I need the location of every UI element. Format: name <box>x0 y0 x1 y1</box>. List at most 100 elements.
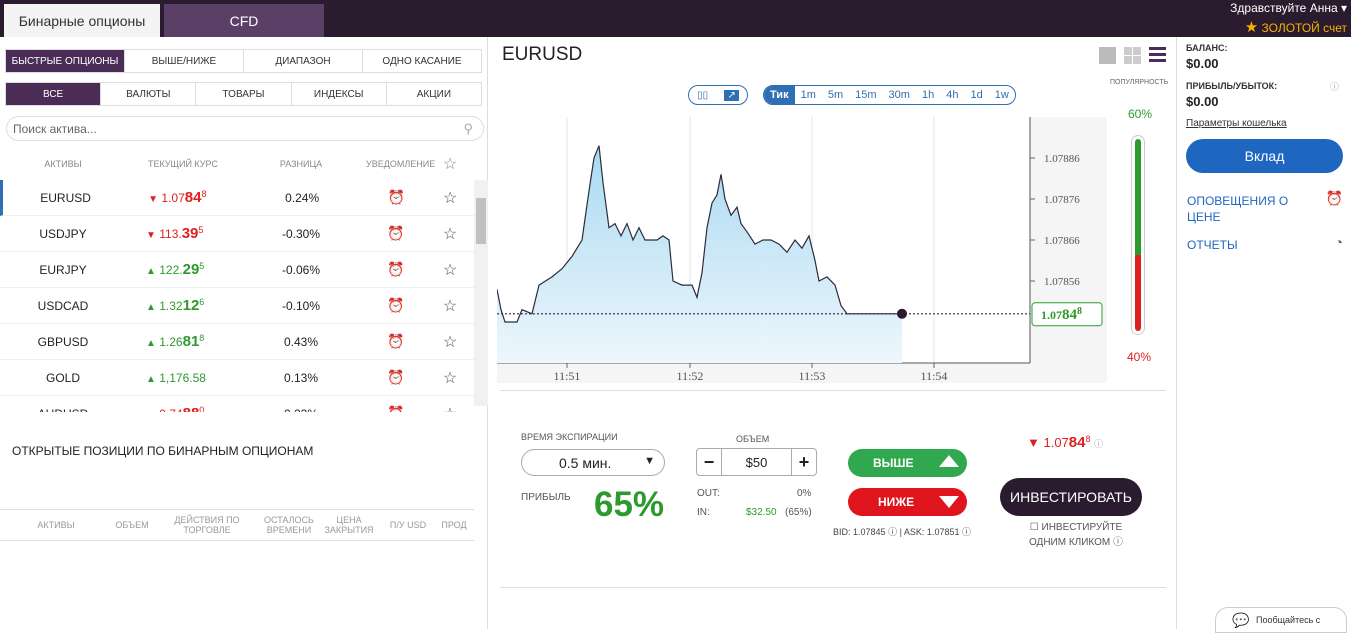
alarm-icon[interactable]: ⏰ <box>387 333 405 349</box>
rate-big: 12 <box>182 297 200 314</box>
balance-value: $0.00 <box>1186 56 1219 71</box>
info-icon[interactable]: ⓘ <box>1113 537 1124 548</box>
alarm-icon[interactable]: ⏰ <box>1325 190 1343 206</box>
filter-indices[interactable]: ИНДЕКСЫ <box>292 83 387 105</box>
in-percent: (65%) <box>785 507 812 518</box>
filter-stocks[interactable]: АКЦИИ <box>416 88 452 100</box>
rate-pre: 0.74 <box>159 407 182 412</box>
candlestick-icon[interactable]: ▯▯ <box>697 89 709 101</box>
checkbox[interactable]: ☐ <box>1029 522 1039 533</box>
x-tick-label: 11:54 <box>921 369 948 383</box>
asset-rate: ▲ 1.26818 <box>126 333 236 350</box>
star-icon[interactable]: ☆ <box>442 261 458 279</box>
account-type: ЗОЛОТОЙ счет <box>1261 21 1348 35</box>
alarm-icon[interactable]: ⏰ <box>387 225 405 241</box>
price-chart[interactable]: 11:51 11:52 11:53 11:54 1.07886 1.07876 1.0786… <box>496 117 1107 383</box>
tab-binary-options[interactable]: Бинарные опционы <box>4 4 160 37</box>
chevron-down-icon[interactable]: ▾ <box>1340 1 1347 15</box>
info-icon[interactable]: ⓘ <box>1329 82 1339 92</box>
user-menu[interactable]: Здравствуйте Анна ▾ ★ ЗОЛОТОЙ счет <box>1230 0 1347 36</box>
axis-area <box>1030 117 1107 383</box>
star-icon[interactable]: ☆ <box>443 189 458 207</box>
lower-button[interactable]: НИЖЕ <box>848 488 967 516</box>
search-icon[interactable]: ⚲ <box>463 121 473 136</box>
search-input[interactable]: Поиск актива... ⚲ <box>6 116 484 141</box>
timeframe-1h[interactable]: 1h <box>921 89 935 101</box>
asset-row[interactable]: AUDUSD ▼ 0.74880 0.23% ⏰ ☆ <box>0 396 474 412</box>
volume-input[interactable]: $50 <box>721 449 792 475</box>
asset-name: GOLD <box>45 370 80 385</box>
timeframe-4h[interactable]: 4h <box>946 89 959 101</box>
asset-row[interactable]: GOLD ▲ 1,176.58 0.13% ⏰ ☆ <box>0 360 474 396</box>
timeframe-1m[interactable]: 1m <box>800 89 816 101</box>
timeframe-tick[interactable]: Тик <box>764 86 795 104</box>
pie-chart-icon[interactable]: ◔ <box>1334 234 1343 250</box>
star-icon[interactable]: ☆ <box>442 297 458 315</box>
filter-all[interactable]: ВСЕ <box>6 83 102 105</box>
search-placeholder: Поиск актива... <box>13 121 97 136</box>
x-tick-label: 11:53 <box>799 369 826 383</box>
rate-big: 84 <box>1068 434 1086 451</box>
timeframe-15m[interactable]: 15m <box>855 89 877 101</box>
alarm-icon[interactable]: ⏰ <box>387 297 405 313</box>
timeframe-30m[interactable]: 30m <box>888 89 910 101</box>
one-click-option[interactable]: ☐ ИНВЕСТИРУЙТЕ ОДНИМ КЛИКОМ ⓘ <box>1011 522 1141 548</box>
rate-sup: 8 <box>201 189 207 199</box>
greeting[interactable]: Здравствуйте Анна <box>1230 1 1338 15</box>
pnl-value: $0.00 <box>1186 94 1219 109</box>
list-view-icon[interactable] <box>1149 47 1166 64</box>
asset-row[interactable]: EURJPY ▲ 122.295 -0.06% ⏰ ☆ <box>0 252 474 288</box>
one-click-label: ИНВЕСТИРУЙТЕ ОДНИМ КЛИКОМ <box>1028 522 1123 548</box>
price-alerts-link[interactable]: ОПОВЕЩЕНИЯ О ЦЕНЕ <box>1187 194 1289 224</box>
star-icon[interactable]: ☆ <box>442 333 458 351</box>
asset-row[interactable]: USDJPY ▼ 113.395 -0.30% ⏰ ☆ <box>0 216 474 252</box>
rate-pre: 1.26 <box>159 335 183 349</box>
tab-range[interactable]: ДИАПАЗОН <box>244 50 363 72</box>
star-icon[interactable]: ☆ <box>426 404 474 413</box>
volume-plus-button[interactable]: + <box>798 451 810 472</box>
tab-cfd[interactable]: CFD <box>164 4 324 37</box>
single-view-icon[interactable] <box>1099 47 1116 64</box>
chat-button[interactable]: 💬 Пообщайтесь с <box>1215 607 1347 633</box>
asset-rate: ▲ 1,176.58 <box>126 369 236 386</box>
volume-minus-button[interactable]: − <box>703 451 715 472</box>
alarm-icon[interactable]: ⏰ <box>387 261 405 277</box>
assets-list: EURUSD ▼ 1.07848 0.24% ⏰ ☆ USDJPY ▼ 113.3… <box>0 180 474 412</box>
info-icon[interactable]: ⓘ <box>961 527 971 537</box>
line-chart-icon[interactable]: ↗ <box>724 89 739 101</box>
higher-button[interactable]: ВЫШЕ <box>848 449 967 477</box>
popularity-gauge <box>1131 135 1145 335</box>
invest-button[interactable]: ИНВЕСТИРОВАТЬ <box>1000 478 1142 516</box>
chat-label: Пообщайтесь с <box>1256 615 1321 625</box>
star-icon[interactable]: ☆ <box>442 225 458 243</box>
grid-view-icon[interactable] <box>1124 47 1141 64</box>
y-tick-label: 1.07876 <box>1044 194 1080 206</box>
filter-commodities[interactable]: ТОВАРЫ <box>196 83 292 105</box>
tab-high-low[interactable]: ВЫШЕ/НИЖЕ <box>125 50 244 72</box>
wallet-settings-link[interactable]: Параметры кошелька <box>1186 118 1287 129</box>
tab-fast-options[interactable]: БЫСТРЫЕ ОПЦИОНЫ <box>6 50 125 72</box>
reports-link[interactable]: ОТЧЕТЫ <box>1187 238 1238 252</box>
asset-row[interactable]: EURUSD ▼ 1.07848 0.24% ⏰ ☆ <box>0 180 474 216</box>
chat-icon: 💬 <box>1232 612 1250 628</box>
deposit-button[interactable]: Вклад <box>1186 139 1343 173</box>
asset-row[interactable]: GBPUSD ▲ 1.26818 0.43% ⏰ ☆ <box>0 324 474 360</box>
timeframe-1w[interactable]: 1w <box>994 89 1009 101</box>
info-icon[interactable]: ⓘ <box>888 527 898 537</box>
filter-currencies[interactable]: ВАЛЮТЫ <box>101 83 197 105</box>
chart-type-toggle: ▯▯ ↗ <box>688 85 748 105</box>
timeframe-5m[interactable]: 5m <box>827 89 844 101</box>
rate-big: 88 <box>183 405 200 412</box>
alarm-icon[interactable]: ⏰ <box>387 189 406 205</box>
alarm-icon[interactable]: ⏰ <box>387 369 405 385</box>
star-icon[interactable]: ☆ <box>442 369 458 387</box>
info-icon[interactable]: ⓘ <box>1094 439 1104 449</box>
asset-row[interactable]: USDCAD ▲ 1.32126 -0.10% ⏰ ☆ <box>0 288 474 324</box>
alarm-icon[interactable]: ⏰ <box>366 405 426 412</box>
col-fav-star-icon[interactable]: ☆ <box>442 156 458 173</box>
timeframe-1d[interactable]: 1d <box>970 89 983 101</box>
popularity-up: 60% <box>1128 107 1153 121</box>
tab-one-touch[interactable]: ОДНО КАСАНИЕ <box>382 55 462 67</box>
assets-scrollbar[interactable] <box>474 180 488 406</box>
expiry-select[interactable]: 0.5 мин. ▼ <box>521 449 665 476</box>
